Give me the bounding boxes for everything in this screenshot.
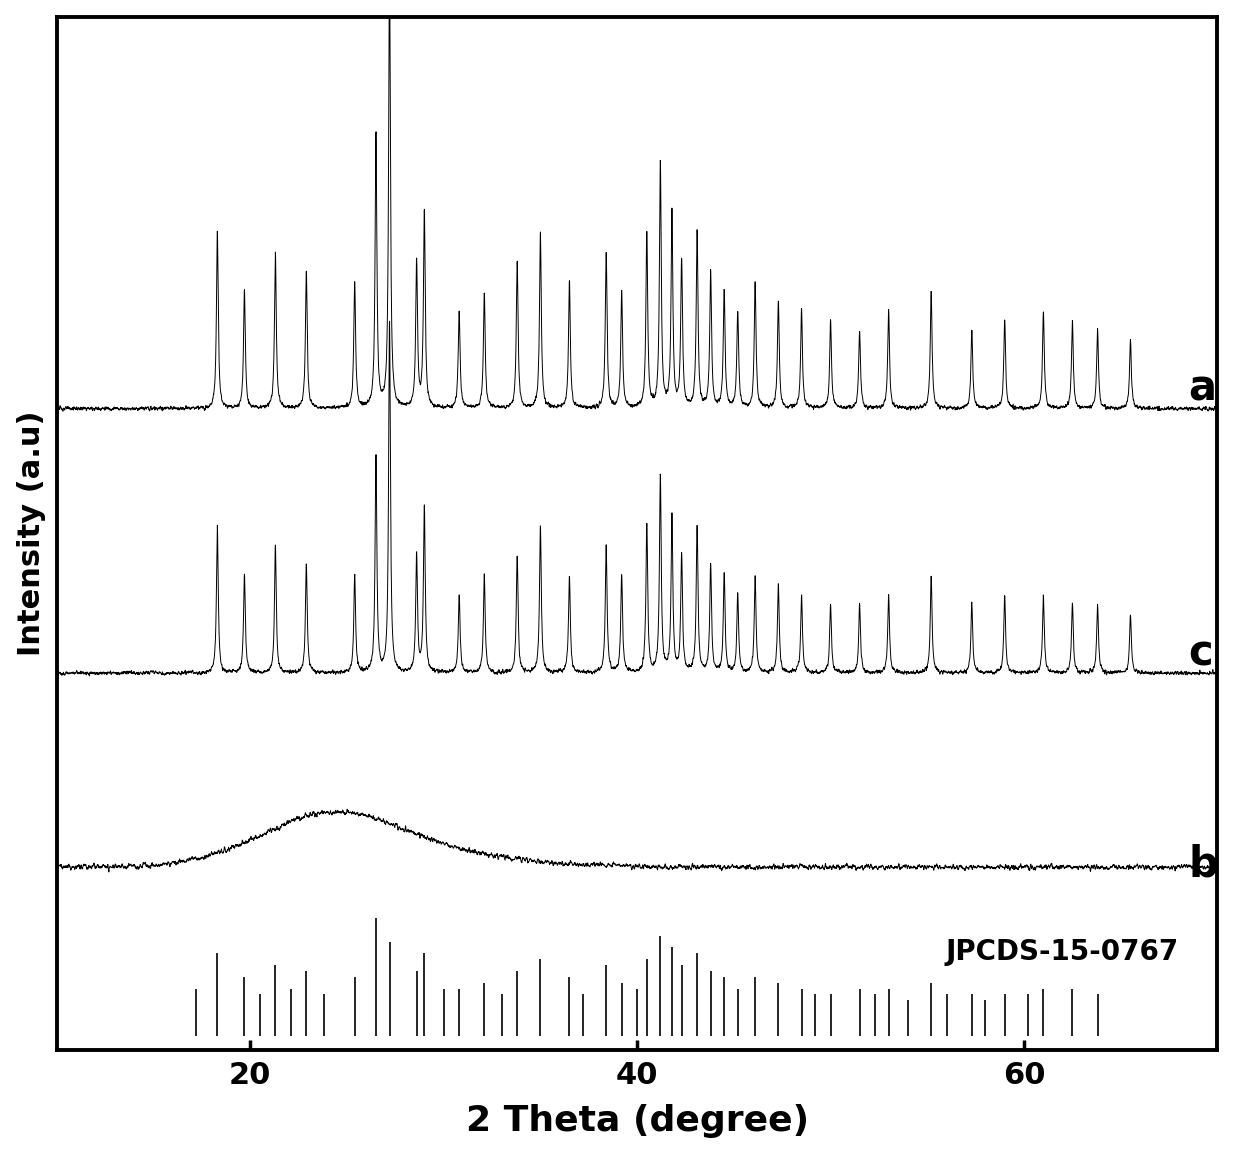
Text: JPCDS-15-0767: JPCDS-15-0767 <box>946 938 1179 967</box>
Text: b: b <box>1188 843 1219 885</box>
Text: a: a <box>1188 368 1216 410</box>
X-axis label: 2 Theta (degree): 2 Theta (degree) <box>465 1104 808 1139</box>
Y-axis label: Intensity (a.u): Intensity (a.u) <box>16 411 46 656</box>
Text: c: c <box>1188 633 1213 675</box>
